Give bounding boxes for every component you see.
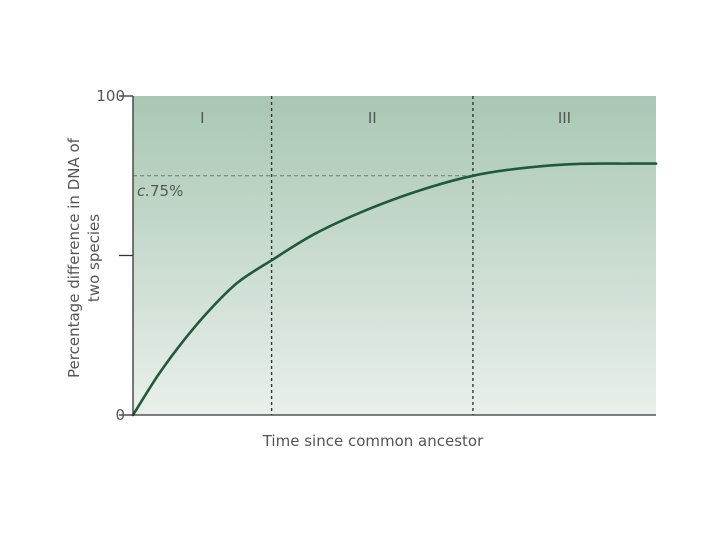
phase-label-1: I — [200, 109, 204, 127]
reference-label: c.75% — [137, 182, 183, 200]
dna-difference-curve — [131, 162, 658, 417]
y-axis-label-line-2: two species — [85, 214, 103, 302]
phase-label-3: III — [558, 109, 571, 127]
y-tick-label: 100 — [96, 87, 125, 105]
y-axis-label-line-1: Percentage difference in DNA of — [65, 137, 83, 378]
x-axis-label: Time since common ancestor — [262, 432, 484, 450]
plot-background — [133, 96, 656, 415]
y-tick-label: 0 — [115, 406, 125, 424]
phase-label-2: II — [368, 109, 377, 127]
